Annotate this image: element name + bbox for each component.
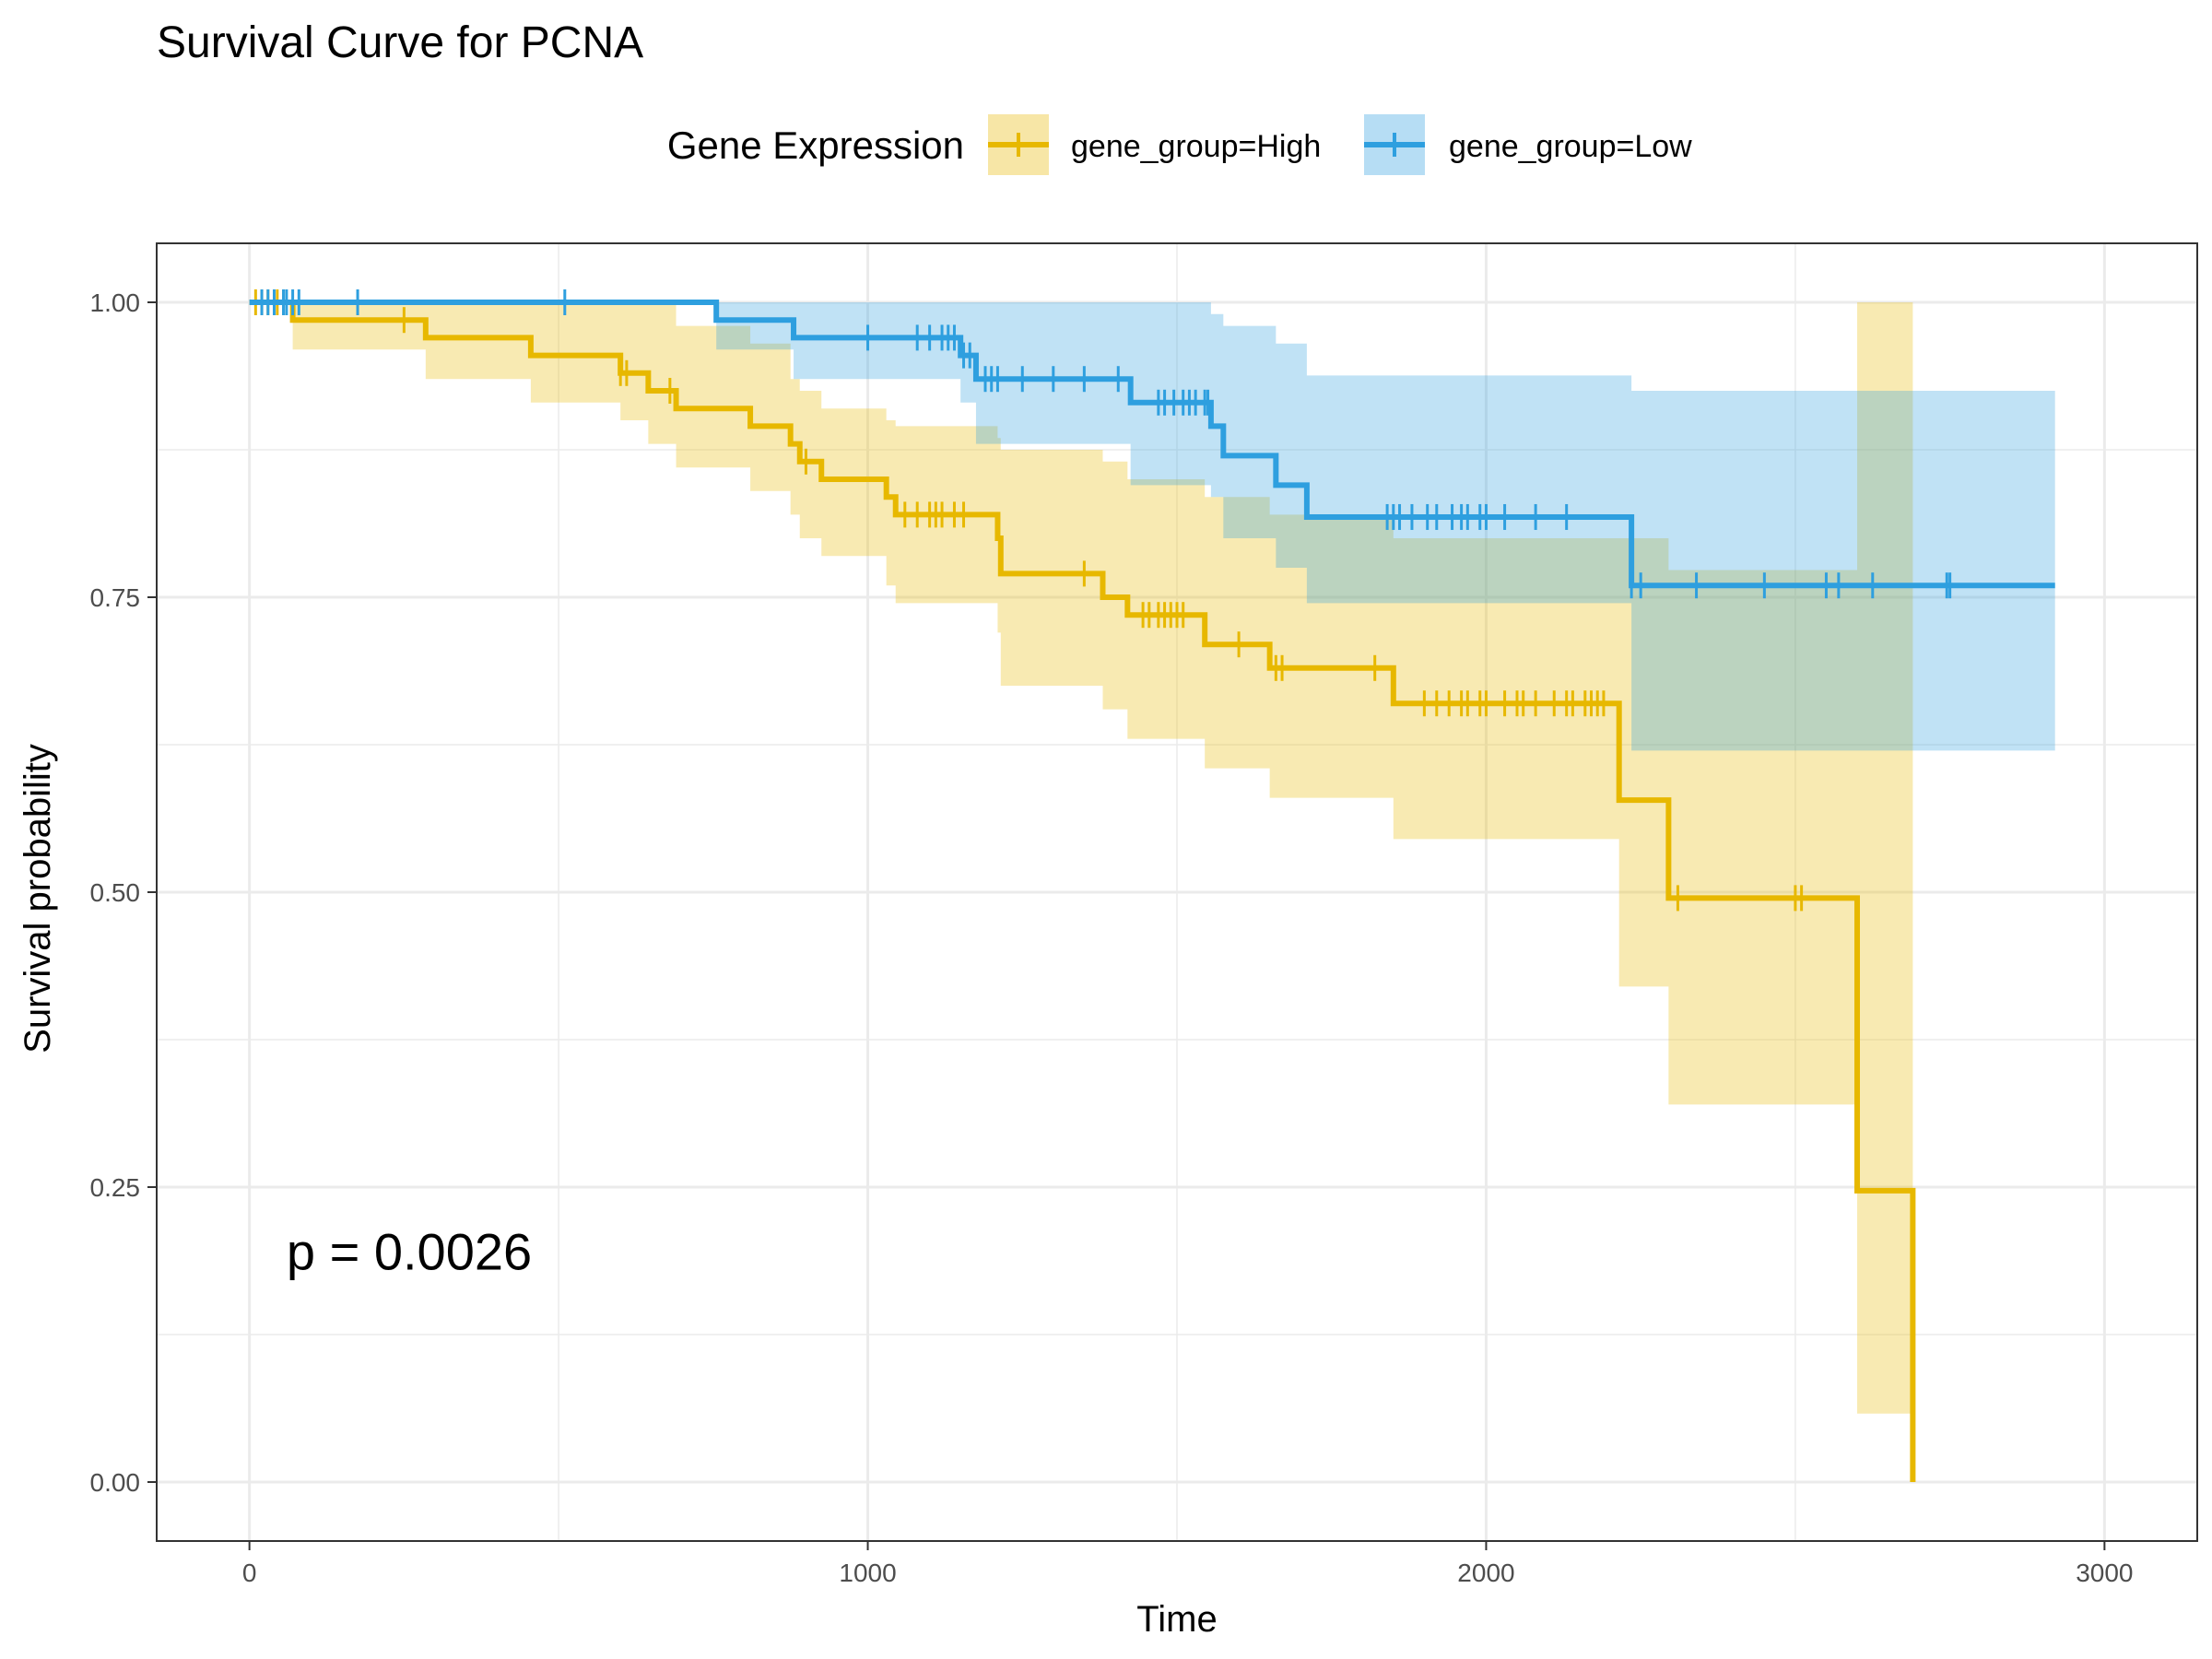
y-tick-label: 0.50	[90, 878, 141, 907]
y-tick-label: 0.00	[90, 1468, 141, 1497]
y-tick-label: 1.00	[90, 288, 141, 317]
x-axis: 0 1000 2000 3000	[242, 1541, 2134, 1587]
legend-title: Gene Expression	[667, 124, 964, 167]
plot-panel: p = 0.0026	[156, 242, 2198, 1542]
gridlines	[157, 243, 2197, 1541]
x-tick-label: 0	[242, 1559, 257, 1587]
confidence-band-high	[249, 302, 1913, 1414]
survival-curve-low	[249, 300, 2055, 589]
legend-item-high: gene_group=High	[988, 114, 1321, 175]
confidence-bands	[249, 302, 2055, 1414]
x-tick-label: 1000	[839, 1559, 896, 1587]
x-tick-label: 2000	[1457, 1559, 1514, 1587]
confidence-band-low	[249, 302, 2055, 751]
legend-item-low: gene_group=Low	[1364, 114, 1692, 175]
legend-label-high: gene_group=High	[1071, 129, 1321, 164]
y-axis-title: Survival probability	[18, 744, 58, 1053]
y-tick-label: 0.25	[90, 1173, 141, 1202]
series-low	[249, 289, 2055, 599]
legend-label-low: gene_group=Low	[1449, 129, 1692, 164]
chart-title: Survival Curve for PCNA	[157, 18, 643, 67]
x-axis-title: Time	[1136, 1599, 1217, 1640]
y-axis: 0.00 0.25 0.50 0.75 1.00	[90, 288, 157, 1497]
series-high	[249, 289, 1916, 1482]
y-tick-label: 0.75	[90, 583, 141, 612]
p-value-annotation: p = 0.0026	[287, 1223, 532, 1281]
legend: Gene Expression gene_group=High gene_gro…	[667, 114, 1692, 175]
x-tick-label: 3000	[2076, 1559, 2133, 1587]
